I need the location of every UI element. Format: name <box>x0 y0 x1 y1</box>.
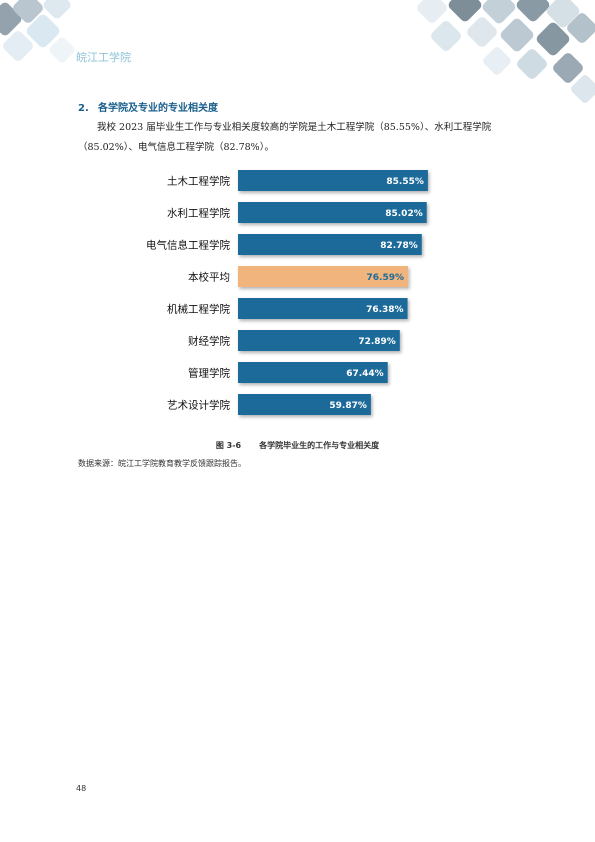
category-label: 本校平均 <box>188 271 230 284</box>
value-label: 85.55% <box>386 177 424 187</box>
section-number: 2. <box>78 103 89 114</box>
category-label: 电气信息工程学院 <box>146 239 230 252</box>
category-label: 管理学院 <box>188 367 230 380</box>
bar <box>238 202 427 223</box>
bar <box>238 298 408 319</box>
figure-number: 图 3-6 <box>215 441 242 450</box>
category-label: 财经学院 <box>188 335 230 348</box>
figure-title: 各学院毕业生的工作与专业相关度 <box>259 441 380 450</box>
value-label: 59.87% <box>329 401 367 411</box>
body-paragraph: 我校 2023 届毕业生工作与专业相关度较高的学院是土木工程学院（85.55%）… <box>78 122 492 153</box>
average-bar <box>238 266 409 287</box>
section-title: 各学院及专业的专业相关度 <box>98 103 218 114</box>
value-label: 85.02% <box>385 209 423 219</box>
category-label: 土木工程学院 <box>167 175 230 188</box>
value-label: 76.59% <box>367 273 405 283</box>
bar <box>238 234 422 255</box>
value-label: 82.78% <box>380 241 418 251</box>
section-heading: 2. 各学院及专业的专业相关度 <box>78 99 218 114</box>
right-tile-pattern <box>417 0 595 103</box>
value-label: 72.89% <box>358 337 396 347</box>
figure-caption: 图 3-6 各学院毕业生的工作与专业相关度 <box>0 440 595 451</box>
bar <box>238 330 400 351</box>
bar <box>238 394 371 415</box>
left-tile-pattern <box>0 0 75 63</box>
data-source-note: 数据来源：皖江工学院教育教学反馈跟踪报告。 <box>78 459 246 468</box>
value-label: 76.38% <box>366 305 404 315</box>
bar <box>238 362 388 383</box>
bar <box>238 170 428 191</box>
page-number: 48 <box>76 784 87 793</box>
category-label: 艺术设计学院 <box>167 399 230 412</box>
bar-chart: 土木工程学院 85.55% 水利工程学院 85.02% 电气信息工程学院 82.78% 本校… <box>146 170 428 415</box>
header-decoration <box>0 0 595 103</box>
header-school-name: 皖江工学院 <box>76 51 131 64</box>
category-label: 水利工程学院 <box>167 207 230 220</box>
category-label: 机械工程学院 <box>167 303 230 316</box>
value-label: 67.44% <box>346 369 384 379</box>
